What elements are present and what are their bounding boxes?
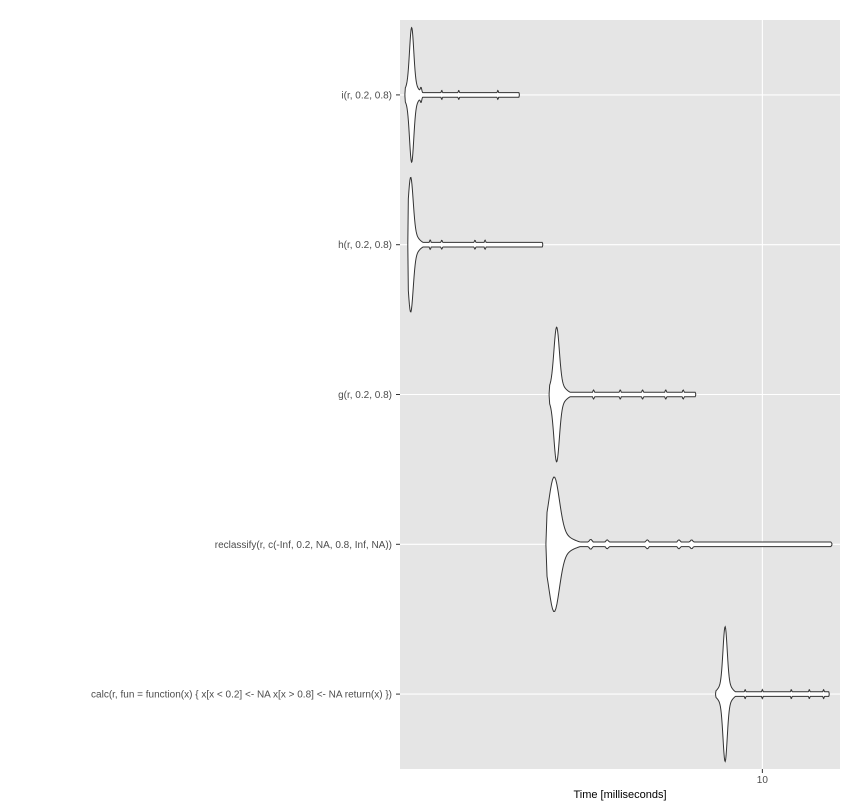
violin-1 [404, 26, 520, 164]
x-ticks: 10 [757, 769, 769, 786]
y-tick-labels: i(r, 0.2, 0.8) h(r, 0.2, 0.8) g(r, 0.2, 0.… [91, 90, 400, 701]
y-tick-label: reclassify(r, c(-Inf, 0.2, NA, 0.8, Inf,… [215, 540, 392, 551]
y-tick-label: calc(r, fun = function(x) { x[x < 0.2] <… [91, 690, 392, 701]
y-tick-label: i(r, 0.2, 0.8) [341, 90, 392, 101]
violin-2 [407, 176, 544, 313]
violins [404, 26, 833, 763]
x-axis-title: Time [milliseconds] [573, 789, 666, 801]
y-tick-label: g(r, 0.2, 0.8) [338, 390, 392, 401]
x-tick-label: 10 [757, 775, 769, 786]
violin-3 [548, 326, 697, 463]
violin-4 [545, 476, 833, 612]
y-tick-label: h(r, 0.2, 0.8) [338, 240, 392, 251]
violin-5 [715, 625, 830, 763]
